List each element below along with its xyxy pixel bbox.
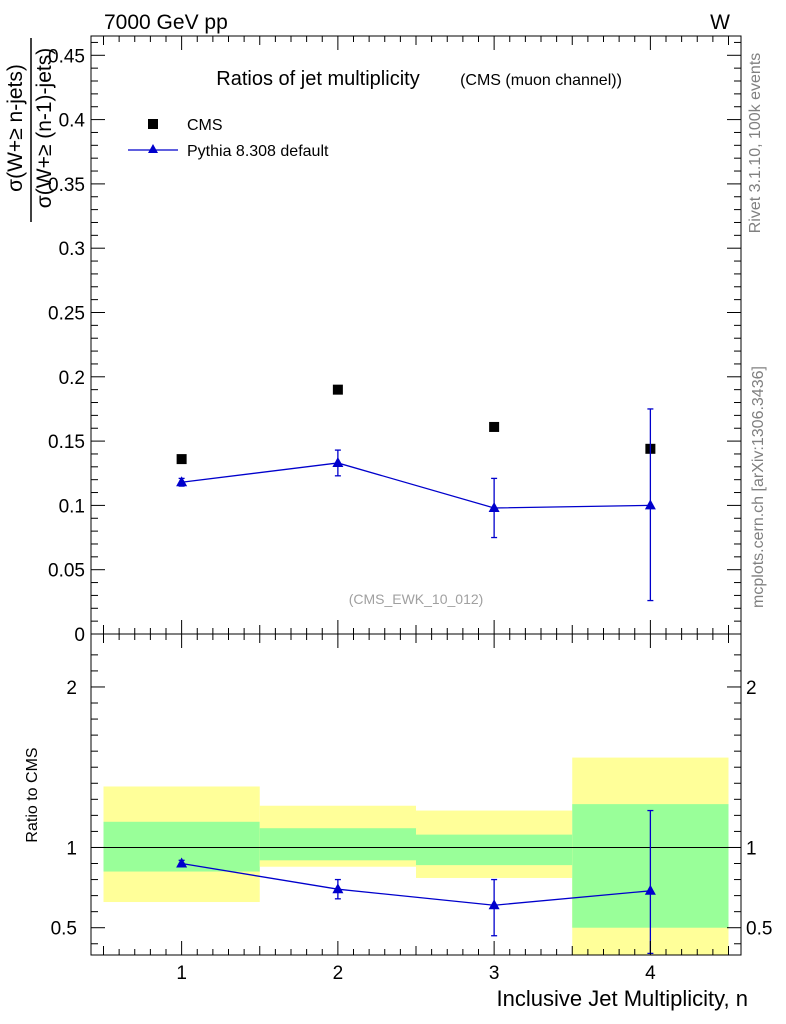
legend-cms-marker — [148, 119, 158, 129]
x-tick-label: 4 — [645, 963, 656, 984]
ratio-y-axis-label: Ratio to CMS — [24, 747, 41, 842]
main-data-marks — [176, 384, 656, 602]
ratio-y-tick-label-left: 0.5 — [51, 919, 77, 940]
main-y-tick-label: 0.1 — [59, 496, 85, 517]
main-y-tick-label: 0.05 — [48, 561, 85, 582]
main-y-tick-label: 0.15 — [48, 432, 85, 453]
x-tick-label: 1 — [176, 963, 187, 984]
ratio-pythia-point — [488, 899, 500, 910]
cms-data-point — [176, 454, 187, 465]
x-tick-label: 3 — [489, 963, 500, 984]
legend-cms-label: CMS — [187, 117, 223, 134]
x-tick-label: 2 — [333, 963, 344, 984]
ratio-bands — [103, 757, 729, 955]
ratio-y-tick-label-right: 2 — [746, 678, 757, 699]
main-y-tick-label: 0.3 — [59, 239, 85, 260]
ratio-pythia-line — [181, 862, 651, 906]
y-axis-label-numerator: σ(W+≥ n-jets) — [4, 64, 27, 192]
main-axes: 0 0.05 0.1 0.15 0.2 0.25 0.3 0.35 0.4 0.45 — [48, 36, 741, 646]
ratio-band-inner — [416, 834, 573, 866]
pythia-line — [181, 462, 651, 509]
main-y-tick-label: 0.25 — [48, 303, 85, 324]
cms-data-point — [489, 421, 500, 432]
main-y-tick-label: 0.45 — [48, 46, 85, 67]
legend: CMS Pythia 8.308 default — [128, 117, 329, 160]
main-y-tick-label: 0 — [74, 625, 85, 646]
ratio-pythia-point — [332, 883, 344, 894]
ratio-data-marks — [176, 809, 656, 955]
pythia-data-point — [488, 501, 500, 512]
ratio-y-tick-label-right: 0.5 — [746, 919, 772, 940]
rivet-version-label: Rivet 3.1.10, 100k events — [747, 53, 764, 234]
header-energy-label: 7000 GeV pp — [104, 11, 228, 34]
ratio-y-tick-label-left: 1 — [66, 838, 77, 859]
analysis-watermark: (CMS_EWK_10_012) — [349, 591, 484, 607]
ratio-band-inner — [259, 828, 416, 861]
main-y-tick-label: 0.4 — [59, 111, 86, 132]
main-y-tick-label: 0.2 — [59, 368, 85, 389]
y-axis-label-denominator: σ(W+≥ (n-1)-jets) — [33, 48, 56, 208]
header-process-label: W — [710, 11, 730, 34]
main-y-tick-label: 0.35 — [48, 175, 85, 196]
mcplots-label: mcplots.cern.ch [arXiv:1306.3436] — [750, 366, 767, 608]
legend-pythia-marker — [148, 144, 158, 153]
cms-data-point — [332, 384, 343, 395]
chart-subtitle: (CMS (muon channel)) — [460, 72, 622, 89]
pythia-data-point — [644, 499, 656, 510]
pythia-data-point — [176, 476, 188, 487]
ratio-panel: 0.5 0.5 1 1 2 2 1 2 3 4 Ratio to CMS Inclusive Je… — [24, 633, 772, 1011]
ratio-pythia-point — [176, 857, 188, 868]
x-axis-label: Inclusive Jet Multiplicity, n — [497, 986, 748, 1011]
main-panel: Ratios of jet multiplicity (CMS (muon ch… — [4, 35, 742, 646]
legend-pythia-label: Pythia 8.308 default — [187, 143, 329, 160]
ratio-y-tick-label-right: 1 — [746, 838, 757, 859]
ratio-axes: 0.5 0.5 1 1 2 2 1 2 3 4 — [51, 634, 772, 984]
ratio-frame — [90, 633, 742, 956]
ratio-y-tick-label-left: 2 — [66, 678, 77, 699]
chart-title: Ratios of jet multiplicity — [216, 68, 419, 90]
pythia-data-point — [332, 456, 344, 467]
ratio-pythia-point — [644, 884, 656, 895]
